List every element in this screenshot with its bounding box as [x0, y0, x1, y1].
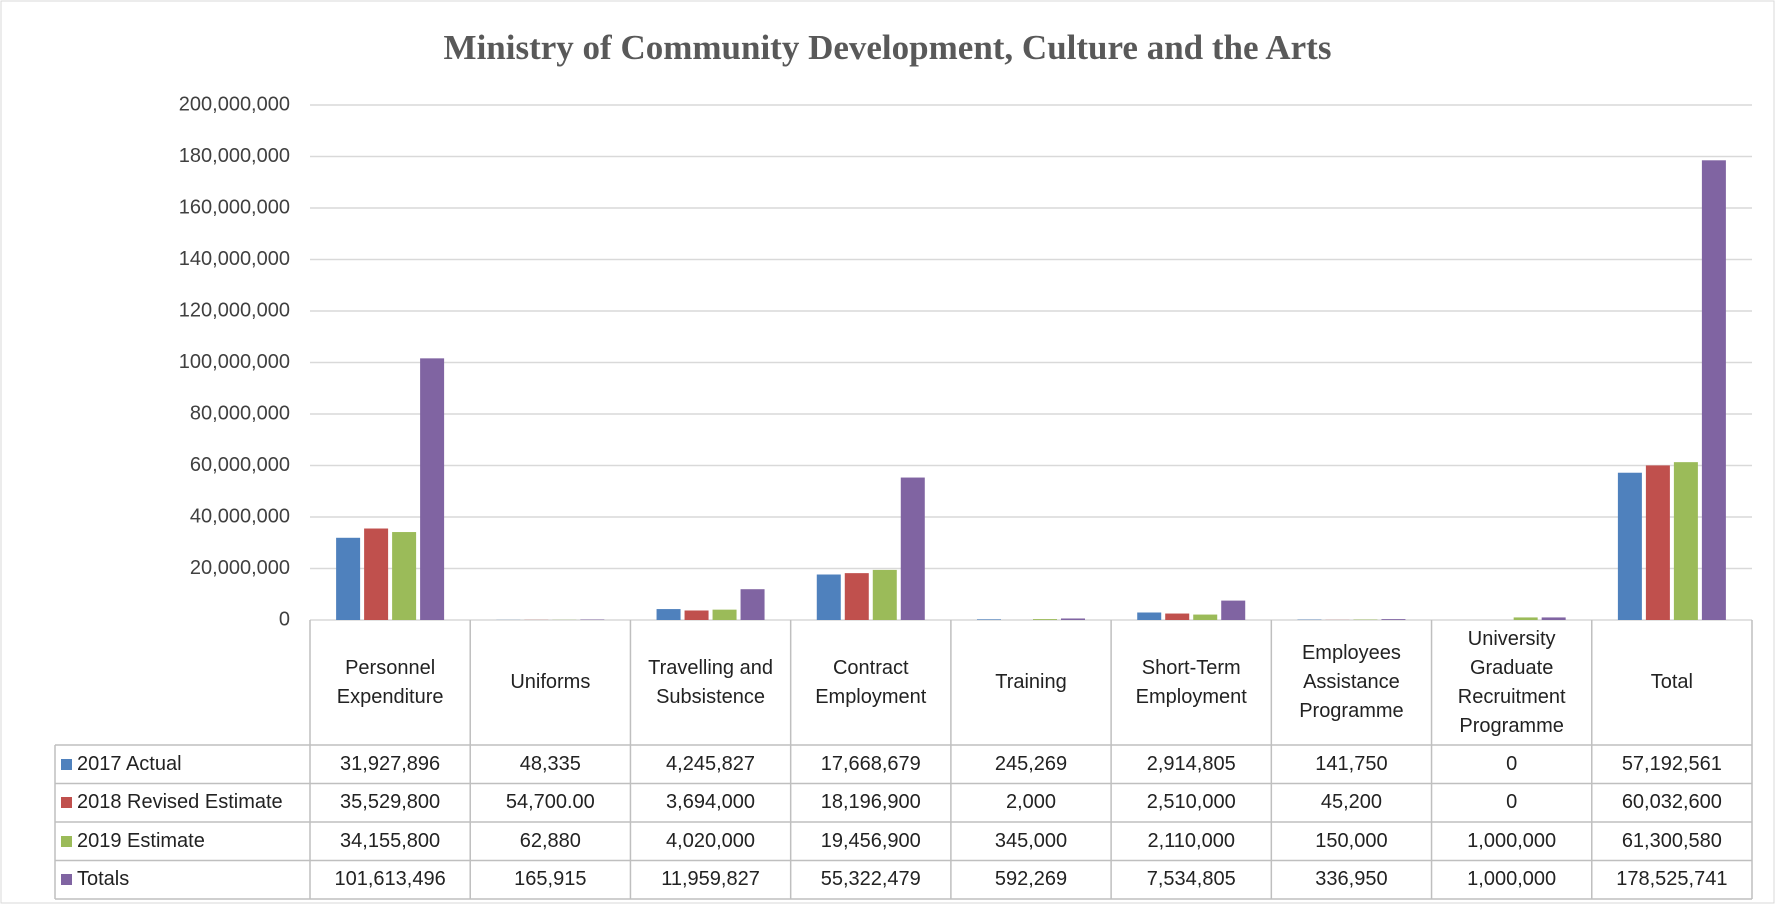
bar [420, 358, 445, 620]
y-tick-label: 20,000,000 [190, 557, 290, 579]
table-value: 17,668,679 [820, 752, 921, 775]
y-tick-label: 200,000,000 [179, 93, 290, 115]
table-value: 2,110,000 [1147, 829, 1235, 852]
legend-entry: 2017 Actual [61, 745, 182, 784]
legend-label: 2019 Estimate [77, 829, 205, 852]
y-tick-label: 160,000,000 [179, 196, 290, 218]
table-value: 150,000 [1315, 829, 1388, 852]
x-tick-label: Contract Employment [815, 656, 927, 708]
bar [1033, 619, 1057, 620]
bar [1541, 617, 1566, 620]
table-value: 54,700.00 [505, 791, 595, 814]
y-tick-label: 40,000,000 [190, 505, 290, 527]
y-tick-label: 80,000,000 [190, 402, 290, 424]
y-tick-label: 0 [279, 608, 290, 630]
bar [1137, 612, 1162, 620]
bar [1193, 614, 1218, 620]
table-value: 45,200 [1320, 791, 1383, 814]
bar [900, 477, 925, 620]
table-value: 4,020,000 [666, 829, 756, 852]
legend-swatch [61, 797, 72, 809]
bar [740, 589, 765, 620]
legend-label: Totals [77, 868, 130, 891]
x-tick-label: Uniforms [510, 671, 591, 693]
x-tick-label: Total [1650, 671, 1693, 693]
legend-entry: 2018 Revised Estimate [61, 784, 283, 823]
y-tick-label: 100,000,000 [179, 351, 290, 373]
legend-swatch [61, 758, 72, 770]
bar [1061, 618, 1085, 620]
legend-swatch [61, 835, 72, 847]
table-value: 178,525,741 [1616, 868, 1728, 891]
table-value: 0 [1506, 752, 1518, 775]
bar [712, 609, 737, 620]
table-value: 101,613,496 [334, 868, 446, 891]
table-value: 34,155,800 [340, 829, 441, 852]
bar [816, 574, 841, 620]
table-value: 4,245,827 [666, 752, 756, 775]
table-value: 0 [1506, 791, 1518, 814]
legend-entry: Totals [61, 861, 129, 900]
bar [1165, 613, 1190, 620]
y-tick-label: 60,000,000 [190, 454, 290, 476]
x-tick-label: Employees Assistance Programme [1299, 642, 1404, 722]
legend-swatch [61, 874, 72, 886]
table-value: 11,959,827 [661, 868, 760, 891]
legend-label: 2018 Revised Estimate [77, 791, 283, 814]
table-value: 19,456,900 [820, 829, 921, 852]
table-value: 18,196,900 [820, 791, 921, 814]
bar [844, 573, 869, 620]
table-value: 31,927,896 [340, 752, 441, 775]
x-tick-label: Short-Term Employment [1135, 656, 1247, 708]
table-value: 245,269 [994, 752, 1068, 775]
table-value: 55,322,479 [820, 868, 921, 891]
x-tick-label: Personnel Expenditure [336, 656, 444, 708]
table-value: 592,269 [994, 868, 1068, 891]
bar [392, 532, 417, 620]
bar [872, 569, 897, 620]
legend-entry: 2019 Estimate [61, 822, 205, 861]
legend-label: 2017 Actual [77, 752, 182, 775]
table-value: 2,914,805 [1146, 752, 1236, 775]
bar [1673, 462, 1698, 620]
table-value: 141,750 [1315, 752, 1388, 775]
table-value: 165,915 [514, 868, 587, 891]
bar [1513, 617, 1538, 620]
chart-title: Ministry of Community Development, Cultu… [443, 28, 1332, 67]
bar [1617, 472, 1642, 620]
y-tick-label: 120,000,000 [179, 299, 290, 321]
table-value: 3,694,000 [666, 791, 756, 814]
bar [1221, 600, 1246, 620]
bar [1381, 619, 1406, 620]
y-tick-label: 180,000,000 [179, 145, 290, 167]
bar [656, 609, 681, 620]
bar [1701, 160, 1726, 621]
x-tick-label: Travelling and Subsistence [648, 656, 773, 708]
table-value: 336,950 [1315, 868, 1388, 891]
table-value: 57,192,561 [1621, 752, 1722, 775]
table-value: 7,534,805 [1146, 868, 1236, 891]
y-tick-label: 140,000,000 [179, 248, 290, 270]
bar [684, 610, 709, 620]
bar [1645, 465, 1670, 620]
table-value: 61,300,580 [1621, 829, 1722, 852]
bar [977, 619, 1001, 620]
x-tick-label: University Graduate Recruitment Programm… [1457, 627, 1566, 737]
table-value: 2,510,000 [1146, 791, 1236, 814]
table-value: 345,000 [994, 829, 1068, 852]
table-value: 60,032,600 [1621, 791, 1722, 814]
table-value: 2,000 [1005, 791, 1057, 814]
bar [364, 528, 389, 620]
bar [336, 537, 361, 620]
table-value: 1,000,000 [1467, 868, 1557, 891]
table-value: 62,880 [519, 829, 581, 852]
table-value: 48,335 [519, 752, 581, 775]
x-tick-label: Training [995, 671, 1067, 693]
table-value: 35,529,800 [340, 791, 441, 814]
table-value: 1,000,000 [1467, 829, 1557, 852]
